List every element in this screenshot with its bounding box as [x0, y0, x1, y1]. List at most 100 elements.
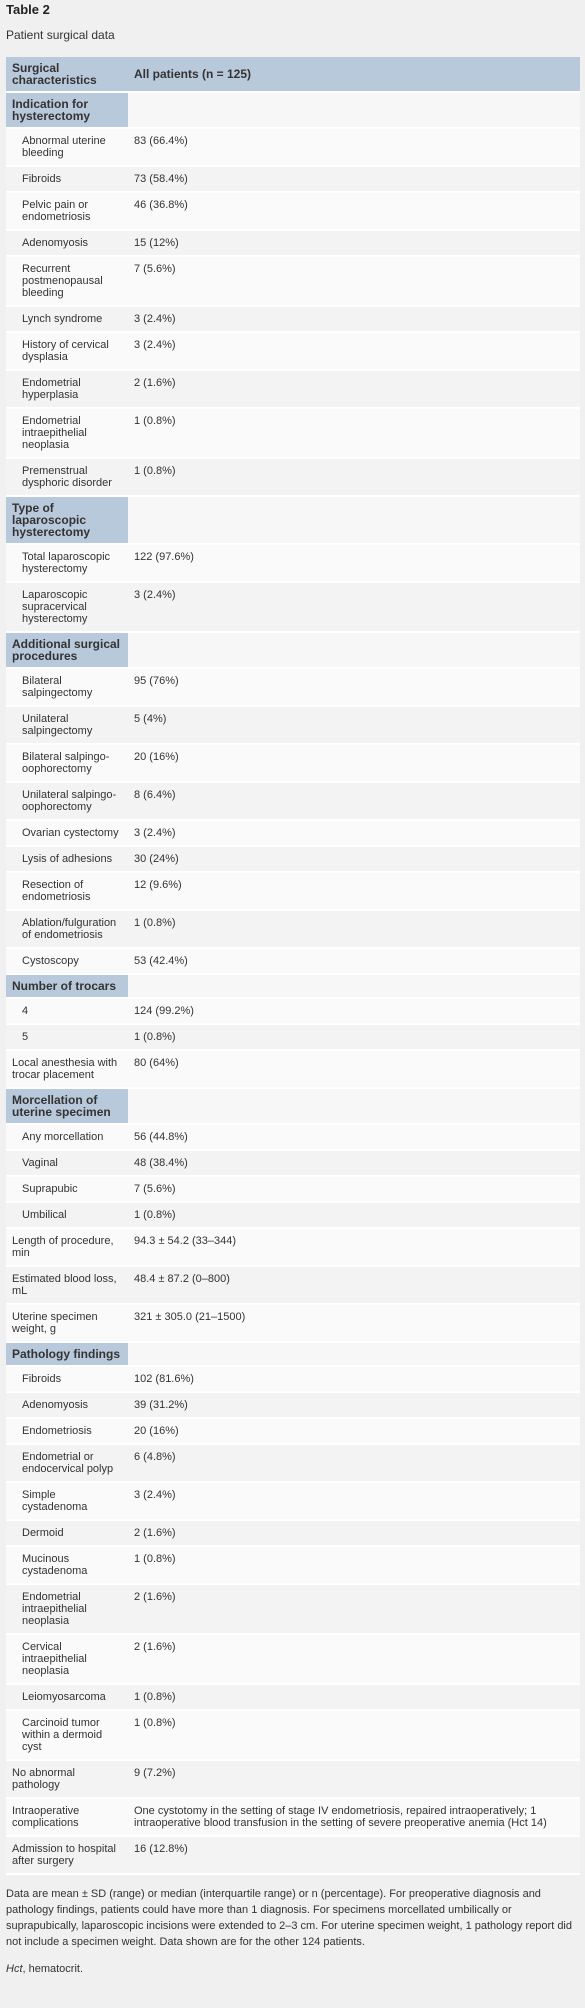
section-header-row: Additional surgical procedures	[6, 632, 580, 669]
row-value: 3 (2.4%)	[128, 1482, 580, 1521]
row-value: 122 (97.6%)	[128, 544, 580, 583]
table-row: Premenstrual dysphoric disorder 1 (0.8%)	[6, 458, 580, 497]
row-label: Carcinoid tumor within a dermoid cyst	[6, 1710, 128, 1761]
row-value: 1 (0.8%)	[128, 910, 580, 949]
row-label: Bilateral salpingectomy	[6, 668, 128, 707]
row-label: Fibroids	[6, 1366, 128, 1393]
row-label: Endometrial intraepithelial neoplasia	[6, 1584, 128, 1635]
row-label: Mucinous cystadenoma	[6, 1546, 128, 1585]
row-label: Fibroids	[6, 166, 128, 193]
column-header-all-patients: All patients (n = 125)	[128, 57, 580, 93]
section-header-label: Indication for hysterectomy	[6, 92, 128, 129]
row-label: Premenstrual dysphoric disorder	[6, 458, 128, 497]
table-row: Recurrent postmenopausal bleeding 7 (5.6%…	[6, 256, 580, 307]
row-label: Leiomyosarcoma	[6, 1684, 128, 1711]
row-label: Lynch syndrome	[6, 306, 128, 333]
row-value: 102 (81.6%)	[128, 1366, 580, 1393]
row-value: 80 (64%)	[128, 1050, 580, 1089]
section-header-label: Number of trocars	[6, 974, 128, 999]
table-row: Bilateral salpingo-oophorectomy 20 (16%)	[6, 744, 580, 783]
section-header-row: Pathology findings	[6, 1342, 580, 1367]
row-value: 30 (24%)	[128, 846, 580, 873]
table-row: Carcinoid tumor within a dermoid cyst 1 (…	[6, 1710, 580, 1761]
section-header-row: Number of trocars	[6, 974, 580, 999]
row-value: 1 (0.8%)	[128, 1546, 580, 1585]
table-row: Fibroids 73 (58.4%)	[6, 166, 580, 193]
table-row: Cervical intraepithelial neoplasia 2 (1.6…	[6, 1634, 580, 1685]
row-label: Endometrial hyperplasia	[6, 370, 128, 409]
row-label: Unilateral salpingectomy	[6, 706, 128, 745]
row-label: No abnormal pathology	[6, 1760, 128, 1799]
table-row: Uterine specimen weight, g 321 ± 305.0 (2…	[6, 1304, 580, 1343]
row-value: 56 (44.8%)	[128, 1124, 580, 1151]
row-label: Ablation/fulguration of endometriosis	[6, 910, 128, 949]
row-value: 53 (42.4%)	[128, 948, 580, 975]
table-row: Dermoid 2 (1.6%)	[6, 1520, 580, 1547]
row-label: Simple cystadenoma	[6, 1482, 128, 1521]
row-value: 46 (36.8%)	[128, 192, 580, 231]
section-header-row: Morcellation of uterine specimen	[6, 1088, 580, 1125]
table-row: Admission to hospital after surgery 16 (1…	[6, 1836, 580, 1875]
section-header-row: Indication for hysterectomy	[6, 92, 580, 129]
section-header-row: Type of laparoscopic hysterectomy	[6, 496, 580, 545]
table-row: Vaginal 48 (38.4%)	[6, 1150, 580, 1177]
row-label: Local anesthesia with trocar placement	[6, 1050, 128, 1089]
row-value: 15 (12%)	[128, 230, 580, 257]
row-value: 16 (12.8%)	[128, 1836, 580, 1875]
row-label: Endometriosis	[6, 1418, 128, 1445]
table-row: Bilateral salpingectomy 95 (76%)	[6, 668, 580, 707]
row-value: 7 (5.6%)	[128, 256, 580, 307]
table-row: Endometriosis 20 (16%)	[6, 1418, 580, 1445]
row-value: 1 (0.8%)	[128, 1710, 580, 1761]
row-value: 94.3 ± 54.2 (33–344)	[128, 1228, 580, 1267]
section-header-empty-cell	[128, 1342, 580, 1367]
row-value: 9 (7.2%)	[128, 1760, 580, 1799]
row-value: 2 (1.6%)	[128, 370, 580, 409]
table-caption: Patient surgical data	[6, 28, 115, 42]
row-label: 5	[6, 1024, 128, 1051]
row-value: 12 (9.6%)	[128, 872, 580, 911]
row-label: Dermoid	[6, 1520, 128, 1547]
table-row: Suprapubic 7 (5.6%)	[6, 1176, 580, 1203]
row-label: Lysis of adhesions	[6, 846, 128, 873]
section-header-empty-cell	[128, 974, 580, 999]
table-row: History of cervical dysplasia 3 (2.4%)	[6, 332, 580, 371]
table-row: 4 124 (99.2%)	[6, 998, 580, 1025]
table-row: Unilateral salpingo-oophorectomy 8 (6.4%)	[6, 782, 580, 821]
table-row: Abnormal uterine bleeding 83 (66.4%)	[6, 128, 580, 167]
table-row: Any morcellation 56 (44.8%)	[6, 1124, 580, 1151]
row-value: 321 ± 305.0 (21–1500)	[128, 1304, 580, 1343]
abbreviation-note: Hct, hematocrit.	[6, 1963, 580, 1975]
row-value: 1 (0.8%)	[128, 1684, 580, 1711]
table-row: Adenomyosis 39 (31.2%)	[6, 1392, 580, 1419]
table-footnote: Data are mean ± SD (range) or median (in…	[6, 1888, 572, 1948]
column-header-characteristics: Surgical characteristics	[6, 57, 128, 93]
row-value: One cystotomy in the setting of stage IV…	[128, 1798, 580, 1837]
table-row: Leiomyosarcoma 1 (0.8%)	[6, 1684, 580, 1711]
table-row: Estimated blood loss, mL 48.4 ± 87.2 (0–8…	[6, 1266, 580, 1305]
row-label: Estimated blood loss, mL	[6, 1266, 128, 1305]
row-value: 3 (2.4%)	[128, 306, 580, 333]
table-row: Laparoscopic supracervical hysterectomy 3…	[6, 582, 580, 633]
row-value: 1 (0.8%)	[128, 408, 580, 459]
row-label: Laparoscopic supracervical hysterectomy	[6, 582, 128, 633]
table-row: No abnormal pathology 9 (7.2%)	[6, 1760, 580, 1799]
row-value: 95 (76%)	[128, 668, 580, 707]
row-value: 39 (31.2%)	[128, 1392, 580, 1419]
table-row: Endometrial intraepithelial neoplasia 2 (…	[6, 1584, 580, 1635]
row-label: Resection of endometriosis	[6, 872, 128, 911]
table-row: Mucinous cystadenoma 1 (0.8%)	[6, 1546, 580, 1585]
row-value: 1 (0.8%)	[128, 1202, 580, 1229]
row-value: 8 (6.4%)	[128, 782, 580, 821]
abbreviation-definition: , hematocrit.	[22, 1963, 84, 1975]
table-row: Simple cystadenoma 3 (2.4%)	[6, 1482, 580, 1521]
row-value: 5 (4%)	[128, 706, 580, 745]
table-row: Pelvic pain or endometriosis 46 (36.8%)	[6, 192, 580, 231]
table-row: Lysis of adhesions 30 (24%)	[6, 846, 580, 873]
row-label: Uterine specimen weight, g	[6, 1304, 128, 1343]
row-value: 7 (5.6%)	[128, 1176, 580, 1203]
section-header-label: Morcellation of uterine specimen	[6, 1088, 128, 1125]
row-label: Adenomyosis	[6, 1392, 128, 1419]
